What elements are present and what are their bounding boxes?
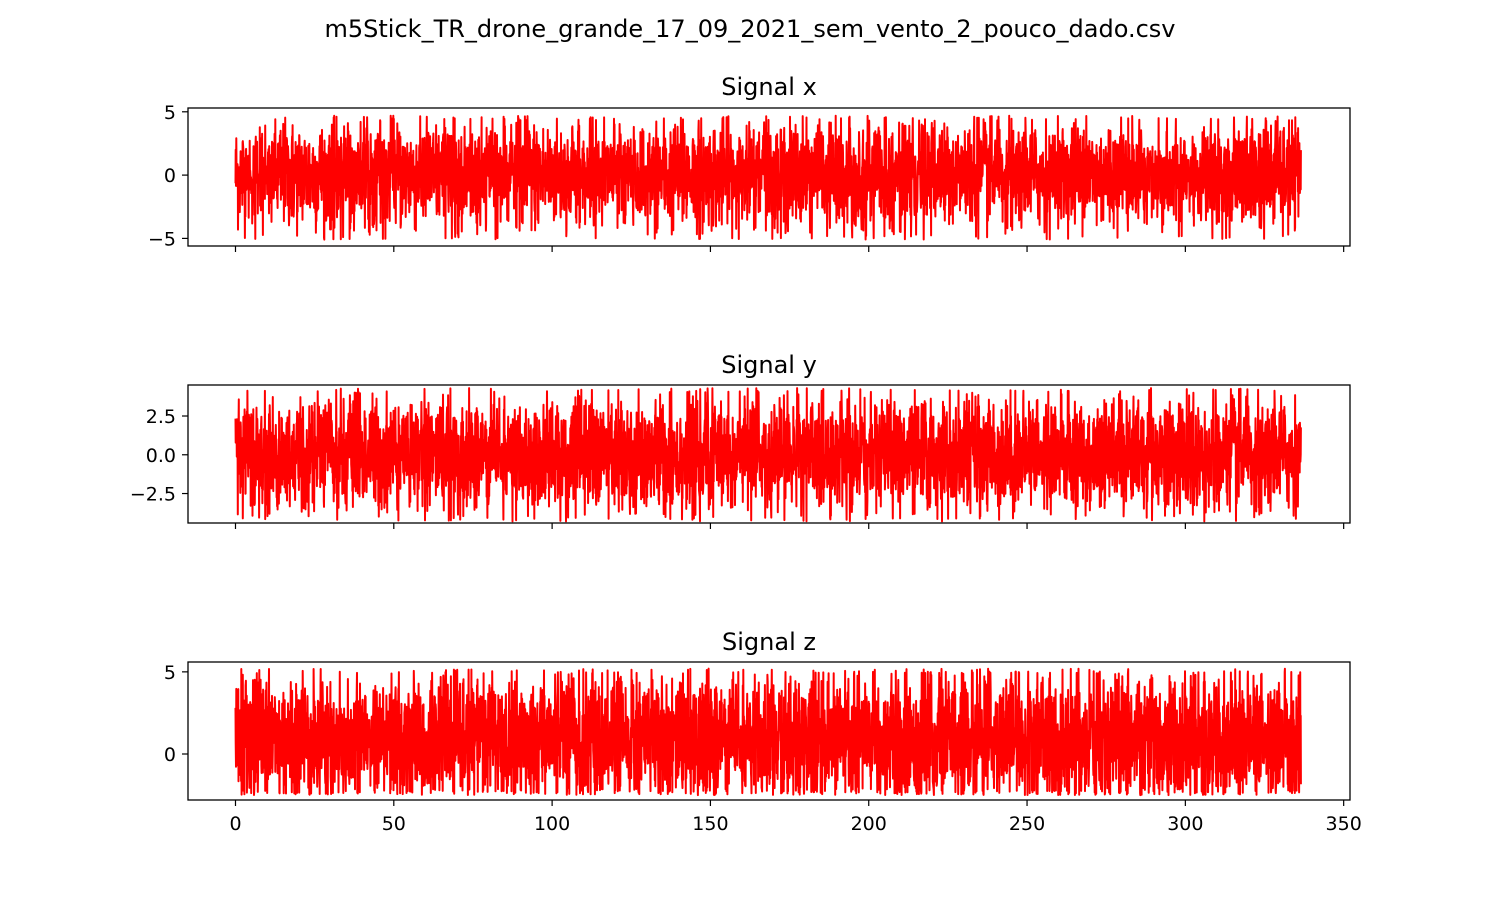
subplot-ticks: 5 0 −5 [148,102,1345,252]
x-tick-label: 300 [1167,813,1203,835]
subplot-title: Signal z [722,628,816,656]
y-tick-label: −5 [148,228,176,250]
y-tick-label: 5 [164,102,176,124]
x-tick-label: 50 [382,813,406,835]
y-tick-label: 0.0 [146,445,176,467]
axes-frame [187,661,1351,801]
axes-frame [187,384,1351,524]
subplot-title: Signal x [721,73,817,101]
axes-frame [187,107,1351,247]
signal-z-line [234,667,1302,797]
y-tick-label: 5 [164,662,176,684]
x-tick-label: 350 [1326,813,1362,835]
subplot-ticks: 2.5 0.0 −2.5 [130,406,1345,529]
figure-suptitle: m5Stick_TR_drone_grande_17_09_2021_sem_v… [325,15,1176,43]
subplot-title: Signal y [721,351,817,379]
y-tick-label: 2.5 [146,406,176,428]
signal-trace [234,387,1302,523]
y-tick-label: 0 [164,744,176,766]
subplot-signal-x: Signal x 5 0 −5 [148,73,1351,252]
signal-y-line [234,387,1302,523]
x-tick-label: 250 [1009,813,1045,835]
signal-x-line [234,114,1302,241]
x-tick-label: 200 [851,813,887,835]
y-tick-label: 0 [164,165,176,187]
subplot-signal-y: Signal y 2.5 0.0 −2.5 [130,351,1351,529]
signal-trace [234,667,1302,797]
x-tick-label: 150 [692,813,728,835]
y-tick-label: −2.5 [130,484,176,506]
signal-trace [234,114,1302,241]
x-tick-label: 100 [534,813,570,835]
x-tick-label: 0 [229,813,241,835]
